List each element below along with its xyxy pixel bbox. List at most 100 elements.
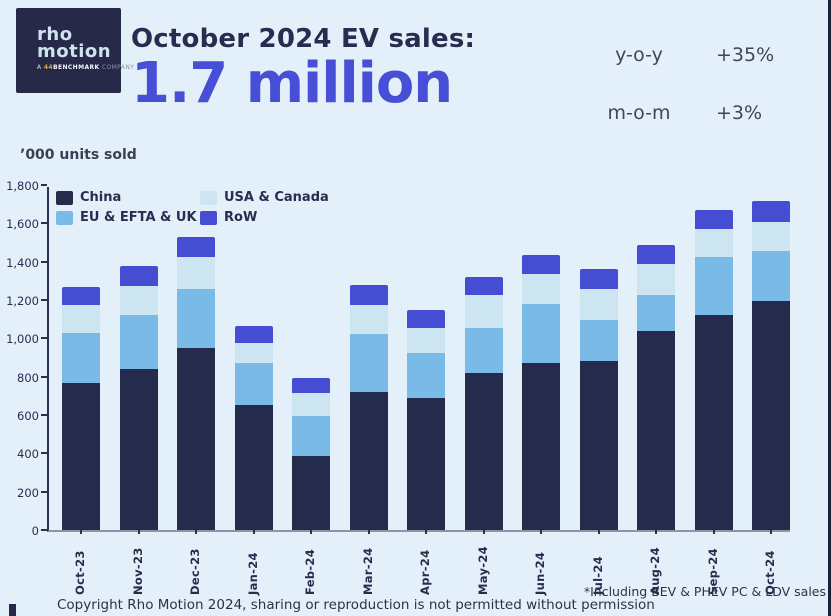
stat-mom-label: m-o-m bbox=[607, 102, 671, 124]
bar-segment-row[interactable] bbox=[464, 277, 503, 296]
bar-segment-china[interactable] bbox=[349, 392, 388, 530]
footnote: *Including BEV & PHEV PC & LDV sales bbox=[583, 584, 826, 599]
bar-segment-usa-canada[interactable] bbox=[62, 305, 100, 333]
stacked-bar-dec-23[interactable] bbox=[177, 236, 215, 530]
x-tick-mark bbox=[770, 530, 772, 534]
growth-stats: y-o-y +35% m-o-m +3% bbox=[598, 44, 798, 124]
bar-segment-row[interactable] bbox=[637, 244, 675, 264]
bar-segment-eu-efta-uk[interactable] bbox=[119, 314, 158, 369]
bar-segment-china[interactable] bbox=[637, 331, 675, 530]
stacked-bar-sep-24[interactable] bbox=[694, 209, 733, 530]
x-tick-label: Oct-23 bbox=[73, 550, 88, 595]
x-tick-mark bbox=[655, 530, 657, 534]
stacked-bar-oct-23[interactable] bbox=[62, 287, 100, 530]
stacked-bar-oct-24[interactable] bbox=[752, 200, 790, 530]
stacked-bar-jan-24[interactable] bbox=[234, 326, 273, 530]
bar-segment-china[interactable] bbox=[522, 363, 560, 530]
stat-mom-value: +3% bbox=[716, 102, 763, 124]
x-tick-mark bbox=[310, 530, 312, 534]
bar-segment-eu-efta-uk[interactable] bbox=[522, 303, 560, 364]
bar-segment-row[interactable] bbox=[119, 265, 158, 286]
bar-segment-china[interactable] bbox=[579, 361, 618, 530]
stacked-bar-may-24[interactable] bbox=[464, 277, 503, 530]
y-tick-mark bbox=[41, 222, 47, 225]
bar-segment-row[interactable] bbox=[752, 200, 790, 222]
stat-yoy: y-o-y +35% bbox=[598, 44, 798, 66]
bar-segment-eu-efta-uk[interactable] bbox=[349, 333, 388, 393]
bar-segment-eu-efta-uk[interactable] bbox=[62, 332, 100, 383]
bar-segment-eu-efta-uk[interactable] bbox=[177, 289, 215, 349]
bar-segment-usa-canada[interactable] bbox=[637, 264, 675, 295]
bar-segment-eu-efta-uk[interactable] bbox=[637, 294, 675, 332]
stat-mom: m-o-m +3% bbox=[598, 102, 798, 124]
legend-item-row: RoW bbox=[200, 210, 329, 225]
bar-segment-china[interactable] bbox=[407, 397, 445, 530]
bar-segment-china[interactable] bbox=[694, 315, 733, 530]
y-tick-mark bbox=[41, 260, 47, 263]
bar-segment-row[interactable] bbox=[407, 310, 445, 329]
bar-segment-usa-canada[interactable] bbox=[407, 328, 445, 353]
y-tick-label: 800 bbox=[17, 370, 39, 385]
y-tick-mark bbox=[41, 337, 47, 340]
bar-segment-row[interactable] bbox=[694, 209, 733, 230]
legend-item-china: China bbox=[56, 190, 194, 205]
y-tick-label: 400 bbox=[17, 447, 39, 462]
bar-segment-usa-canada[interactable] bbox=[694, 229, 733, 257]
bar-segment-usa-canada[interactable] bbox=[177, 257, 215, 290]
stacked-bar-aug-24[interactable] bbox=[637, 244, 675, 530]
legend-swatch bbox=[56, 190, 73, 205]
bar-segment-row[interactable] bbox=[349, 284, 388, 305]
bar-segment-china[interactable] bbox=[62, 382, 100, 530]
bar-segment-usa-canada[interactable] bbox=[349, 304, 388, 334]
stacked-bar-feb-24[interactable] bbox=[292, 378, 330, 530]
y-tick-mark bbox=[41, 529, 47, 531]
bar-segment-eu-efta-uk[interactable] bbox=[464, 328, 503, 374]
bar-segment-row[interactable] bbox=[234, 326, 273, 343]
stacked-bar-jul-24[interactable] bbox=[579, 269, 618, 530]
bar-segment-eu-efta-uk[interactable] bbox=[752, 250, 790, 302]
bar-segment-usa-canada[interactable] bbox=[292, 393, 330, 417]
bar-segment-row[interactable] bbox=[579, 269, 618, 290]
stacked-bar-nov-23[interactable] bbox=[119, 265, 158, 530]
bar-segment-china[interactable] bbox=[464, 373, 503, 530]
corner-artifact bbox=[9, 604, 16, 616]
plot-area: China USA & Canada EU & EFTA & UK RoW 0 200 4… bbox=[6, 179, 790, 595]
x-tick-mark bbox=[712, 530, 715, 534]
bar-segment-row[interactable] bbox=[292, 378, 330, 394]
legend-swatch bbox=[56, 210, 73, 225]
stacked-bar-mar-24[interactable] bbox=[349, 284, 388, 530]
bar-segment-usa-canada[interactable] bbox=[464, 295, 503, 328]
bar-segment-eu-efta-uk[interactable] bbox=[407, 352, 445, 398]
bar-segment-usa-canada[interactable] bbox=[752, 221, 790, 251]
bar-segment-row[interactable] bbox=[62, 287, 100, 306]
bar-segment-china[interactable] bbox=[119, 369, 158, 530]
bar-segment-eu-efta-uk[interactable] bbox=[292, 416, 330, 456]
copyright-text: Copyright Rho Motion 2024, sharing or re… bbox=[57, 597, 655, 613]
x-tick-label: May-24 bbox=[475, 546, 490, 595]
page-title: October 2024 EV sales: bbox=[131, 24, 476, 54]
bar-segment-china[interactable] bbox=[234, 404, 273, 530]
x-tick-label: Jun-24 bbox=[533, 551, 548, 595]
y-tick-mark bbox=[41, 452, 47, 455]
x-tick-label: Jan-24 bbox=[245, 552, 260, 595]
bar-segment-usa-canada[interactable] bbox=[119, 285, 158, 315]
legend-label: RoW bbox=[224, 210, 258, 225]
screen-edge-artifact bbox=[828, 0, 831, 616]
bar-segment-usa-canada[interactable] bbox=[579, 289, 618, 321]
bar-segment-eu-efta-uk[interactable] bbox=[694, 256, 733, 316]
bar-segment-usa-canada[interactable] bbox=[234, 342, 273, 364]
legend-swatch bbox=[200, 210, 217, 225]
bar-segment-row[interactable] bbox=[522, 255, 560, 275]
bar-segment-row[interactable] bbox=[177, 236, 215, 258]
bar-segment-usa-canada[interactable] bbox=[522, 274, 560, 304]
stacked-bar-apr-24[interactable] bbox=[407, 310, 445, 530]
bar-segment-china[interactable] bbox=[177, 348, 215, 530]
bar-segment-china[interactable] bbox=[752, 301, 790, 530]
bar-segment-eu-efta-uk[interactable] bbox=[579, 320, 618, 362]
bar-segment-china[interactable] bbox=[292, 455, 330, 530]
stacked-bar-jun-24[interactable] bbox=[522, 255, 560, 530]
bar-segment-eu-efta-uk[interactable] bbox=[234, 363, 273, 405]
x-tick-mark bbox=[540, 530, 542, 534]
y-tick-mark bbox=[41, 299, 47, 301]
